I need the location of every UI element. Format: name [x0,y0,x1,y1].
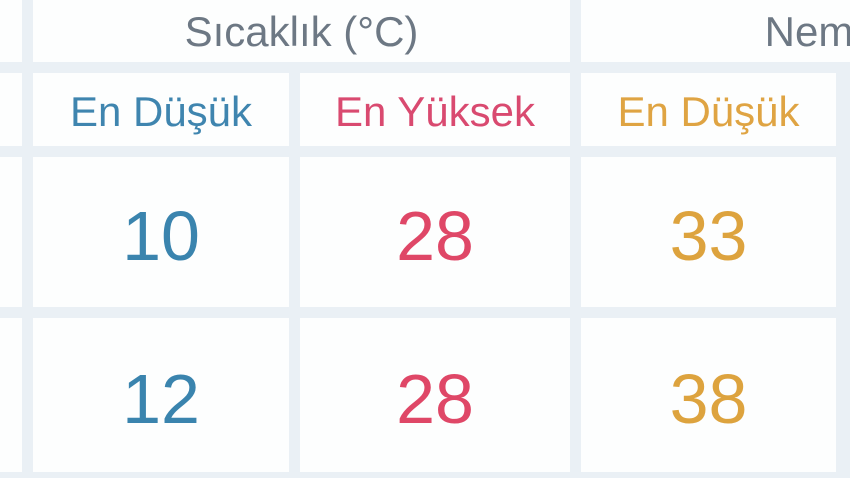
row-label-stub-cell [0,318,22,472]
group-header-humidity: Nem [581,0,850,62]
col-header-humidity-min-label: En Düşük [617,87,800,135]
col-header-temp-min: En Düşük [33,73,289,146]
data-cell-temp-min-row0: 10 [33,157,289,307]
row-label-stub-cell [0,157,22,307]
data-cell-temp-max-row1: 28 [300,318,570,472]
corner-stub-cell [0,0,22,62]
col-header-humidity-min: En Düşük [581,73,836,146]
data-cell-humidity-min-row1: 38 [581,318,836,472]
data-cell-temp-min-row1: 12 [33,318,289,472]
row-label-stub-cell [0,73,22,146]
data-cell-humidity-min-row0: 33 [581,157,836,307]
group-header-humidity-label: Nem [764,8,850,55]
col-header-temp-min-label: En Düşük [69,87,253,135]
col-header-temp-max-label: En Yüksek [334,87,535,135]
group-header-temperature-label: Sıcaklık (°C) [184,8,419,55]
data-cell-temp-max-row0: 28 [300,157,570,307]
col-header-temp-max: En Yüksek [300,73,570,146]
group-header-temperature: Sıcaklık (°C) [33,0,570,62]
